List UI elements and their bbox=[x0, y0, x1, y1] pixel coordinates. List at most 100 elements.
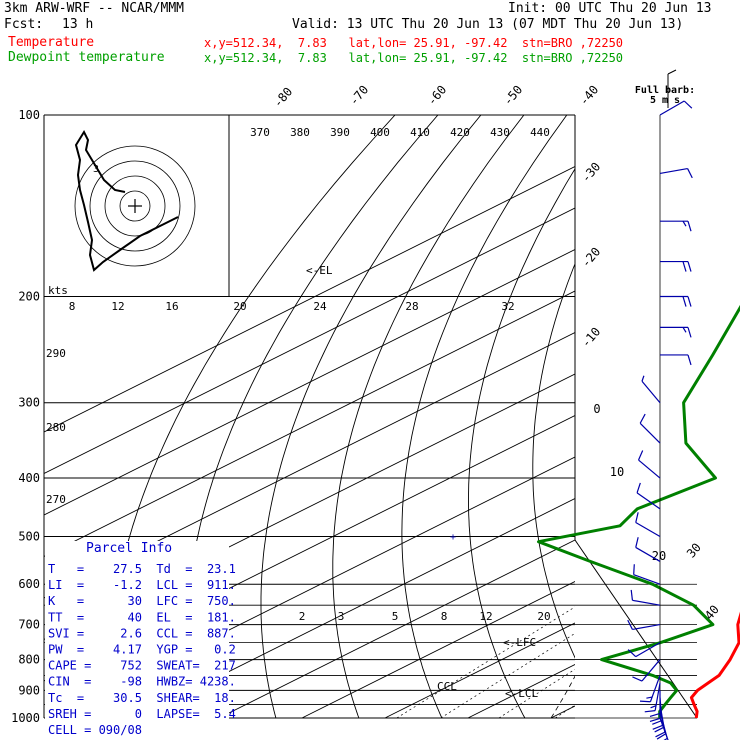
isotherm-tick-label: -30 bbox=[579, 160, 604, 186]
pressure-tick-label: 800 bbox=[18, 653, 40, 667]
wind-barb-staff bbox=[633, 574, 661, 585]
wind-barb-feather bbox=[687, 296, 692, 307]
moist-adiabat-line bbox=[651, 297, 740, 719]
pressure-tick-label: 100 bbox=[18, 108, 40, 122]
dry-adiabat-line bbox=[332, 115, 525, 719]
wind-barb bbox=[639, 675, 661, 703]
isotherm-tick-label: 40 bbox=[702, 602, 722, 622]
forecast-hour: 13 h bbox=[62, 17, 94, 32]
wind-barb-staff bbox=[638, 459, 661, 479]
hodograph-ring bbox=[74, 145, 196, 267]
theta-e-label: 380 bbox=[290, 126, 310, 139]
hodograph-ring-label: 3 bbox=[93, 164, 99, 175]
wind-barb bbox=[659, 167, 693, 179]
hodograph-kts-label: kts bbox=[48, 284, 68, 297]
pressure-tick-label: 700 bbox=[18, 618, 40, 632]
mixing-ratio-line bbox=[396, 606, 575, 719]
parcel-info-row: Tc = 30.5 SHEAR= 18. bbox=[48, 691, 236, 705]
wind-barb bbox=[632, 659, 661, 682]
wind-barb bbox=[641, 375, 661, 404]
pressure-tick-label: 400 bbox=[18, 471, 40, 485]
wind-barb-staff bbox=[659, 100, 685, 116]
isotherm-line bbox=[44, 331, 575, 599]
wind-barb-feather bbox=[646, 696, 653, 699]
wind-barb-feather bbox=[635, 537, 639, 548]
mixing-ratio-label: 20 bbox=[537, 610, 550, 623]
isotherm-tick-label: 10 bbox=[610, 465, 624, 479]
isotherm-tick-label: -10 bbox=[579, 325, 604, 351]
wind-barb-feather bbox=[644, 710, 656, 713]
isotherm-line bbox=[52, 456, 575, 719]
isotherm-line bbox=[135, 497, 575, 719]
wind-barb-feather bbox=[637, 450, 644, 461]
wind-barb-feather bbox=[650, 705, 657, 709]
isotherm-line bbox=[634, 115, 740, 718]
dewpoint-legend-name: Dewpoint temperature bbox=[8, 50, 165, 65]
wind-barb-feather bbox=[663, 737, 668, 740]
wind-barb-feather bbox=[639, 413, 646, 424]
wind-barb-staff bbox=[641, 659, 661, 682]
potential-temperature-label: 290 bbox=[46, 347, 66, 360]
wind-barb bbox=[652, 697, 664, 730]
wind-barb-feather bbox=[682, 261, 687, 272]
wind-barb-staff bbox=[639, 422, 661, 444]
moist-adiabat-line bbox=[617, 297, 740, 719]
hodograph-ring bbox=[89, 160, 181, 252]
wind-barb-feather bbox=[652, 719, 663, 725]
wind-barb-feather bbox=[682, 220, 687, 227]
isotherm-tick-label: 30 bbox=[684, 540, 704, 560]
wind-barb bbox=[644, 682, 661, 713]
wind-barb-feather bbox=[656, 733, 667, 740]
parcel-info-background bbox=[45, 541, 229, 727]
pressure-tick-label: 500 bbox=[18, 529, 40, 543]
pressure-tick-label: 900 bbox=[18, 683, 40, 697]
parcel-marker: + bbox=[450, 532, 456, 543]
isotherm-tick-label: -20 bbox=[579, 245, 604, 271]
wind-barb bbox=[635, 512, 661, 537]
parcel-info-row: PW = 4.17 YGP = 0.2 bbox=[48, 643, 236, 657]
parcel-info-title: Parcel Info bbox=[86, 541, 172, 556]
hodograph-speed-label: 32 bbox=[501, 300, 514, 313]
lcl-annotation: <-LCL bbox=[505, 687, 538, 700]
model-title: 3km ARW-WRF -- NCAR/MMM bbox=[4, 1, 185, 16]
hodograph-ring bbox=[119, 190, 151, 222]
parcel-info-row: CIN = -98 HWBZ= 4238. bbox=[48, 675, 236, 689]
barb-legend-title: Full barb: bbox=[635, 85, 695, 96]
wind-barb bbox=[639, 413, 661, 444]
wind-barb-staff bbox=[641, 380, 661, 404]
isotherm-line bbox=[44, 165, 575, 433]
isotherm-line bbox=[218, 539, 575, 719]
wind-barb bbox=[633, 564, 661, 585]
wind-barb bbox=[637, 450, 661, 479]
parcel-info-row: CELL = 090/08 bbox=[48, 723, 142, 737]
hodograph-speed-label: 20 bbox=[233, 300, 246, 313]
isotherm-line bbox=[467, 663, 575, 719]
moist-adiabat-line bbox=[550, 675, 575, 719]
wind-barb bbox=[630, 589, 661, 606]
init-time: Init: 00 UTC Thu 20 Jun 13 bbox=[508, 1, 712, 16]
isotherm-line bbox=[44, 290, 575, 558]
moist-adiabat-line bbox=[717, 297, 740, 719]
theta-e-label: 430 bbox=[490, 126, 510, 139]
dry-adiabat-line bbox=[260, 115, 482, 719]
pressure-tick-label: 600 bbox=[18, 577, 40, 591]
valid-time: Valid: 13 UTC Thu 20 Jun 13 (07 MDT Thu … bbox=[292, 17, 684, 32]
theta-e-label: 390 bbox=[330, 126, 350, 139]
isotherm-tick-label: -70 bbox=[347, 83, 372, 109]
mixing-ratio-label: 3 bbox=[338, 610, 345, 623]
parcel-info-row: CAPE = 752 SWEAT= 217 bbox=[48, 659, 236, 673]
wind-barb-staff bbox=[636, 492, 661, 510]
hodograph-ring bbox=[104, 175, 166, 237]
wind-barb-feather bbox=[655, 731, 666, 738]
ccl-annotation: CCL bbox=[437, 680, 457, 693]
hodograph-speed-label: 24 bbox=[313, 300, 327, 313]
wind-barb-feather bbox=[641, 375, 645, 382]
pressure-tick-label: 200 bbox=[18, 290, 40, 304]
parcel-info-row: K = 30 LFC = 750. bbox=[48, 594, 236, 608]
wind-barb-staff bbox=[635, 546, 661, 562]
mixing-ratio-label: 8 bbox=[441, 610, 448, 623]
dewpoint-legend-location: x,y=512.34, 7.83 lat,lon= 25.91, -97.42 … bbox=[204, 51, 624, 65]
hodograph-speed-label: 28 bbox=[405, 300, 418, 313]
dry-adiabat-line bbox=[713, 115, 740, 718]
